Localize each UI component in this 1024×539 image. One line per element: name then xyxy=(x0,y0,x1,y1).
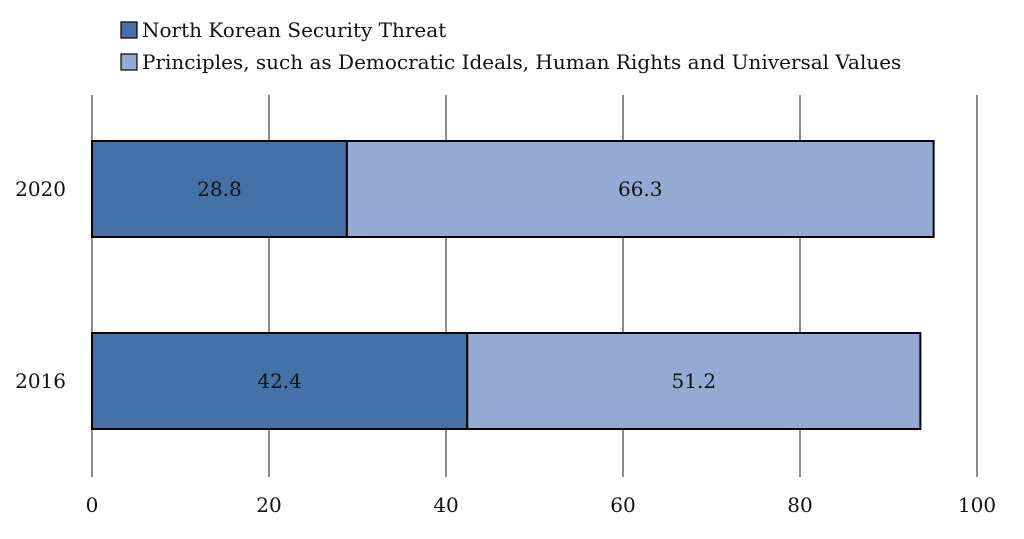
bar-2020-series-1 xyxy=(91,140,348,238)
bars: 28.8 66.3 42.4 51.2 xyxy=(91,140,935,430)
y-category-label-2020: 2020 xyxy=(15,177,66,201)
x-tick-label-0: 0 xyxy=(86,493,99,517)
x-tick-label-60: 60 xyxy=(610,493,635,517)
x-tick-label-40: 40 xyxy=(433,493,458,517)
legend-swatch-2 xyxy=(120,53,138,71)
x-tick-label-100: 100 xyxy=(958,493,996,517)
x-tick-label-80: 80 xyxy=(787,493,812,517)
data-label-2016-series-2: 51.2 xyxy=(672,369,717,393)
legend-swatch-1 xyxy=(120,21,138,39)
bar-2016-series-2 xyxy=(466,332,922,430)
x-axis-ticks: 0 20 40 60 80 100 xyxy=(86,493,996,517)
data-label-2020-series-1: 28.8 xyxy=(197,177,242,201)
data-label-2020-series-2: 66.3 xyxy=(618,177,663,201)
data-label-2016-series-1: 42.4 xyxy=(257,369,302,393)
legend-label-1: North Korean Security Threat xyxy=(142,18,446,42)
y-axis-categories: 2020 2016 xyxy=(15,177,66,393)
bar-2020-series-2 xyxy=(345,140,935,238)
y-category-label-2016: 2016 xyxy=(15,369,66,393)
x-tick-label-20: 20 xyxy=(256,493,281,517)
legend-label-2: Principles, such as Democratic Ideals, H… xyxy=(142,50,901,74)
chart-legend: North Korean Security Threat Principles, … xyxy=(120,18,901,74)
